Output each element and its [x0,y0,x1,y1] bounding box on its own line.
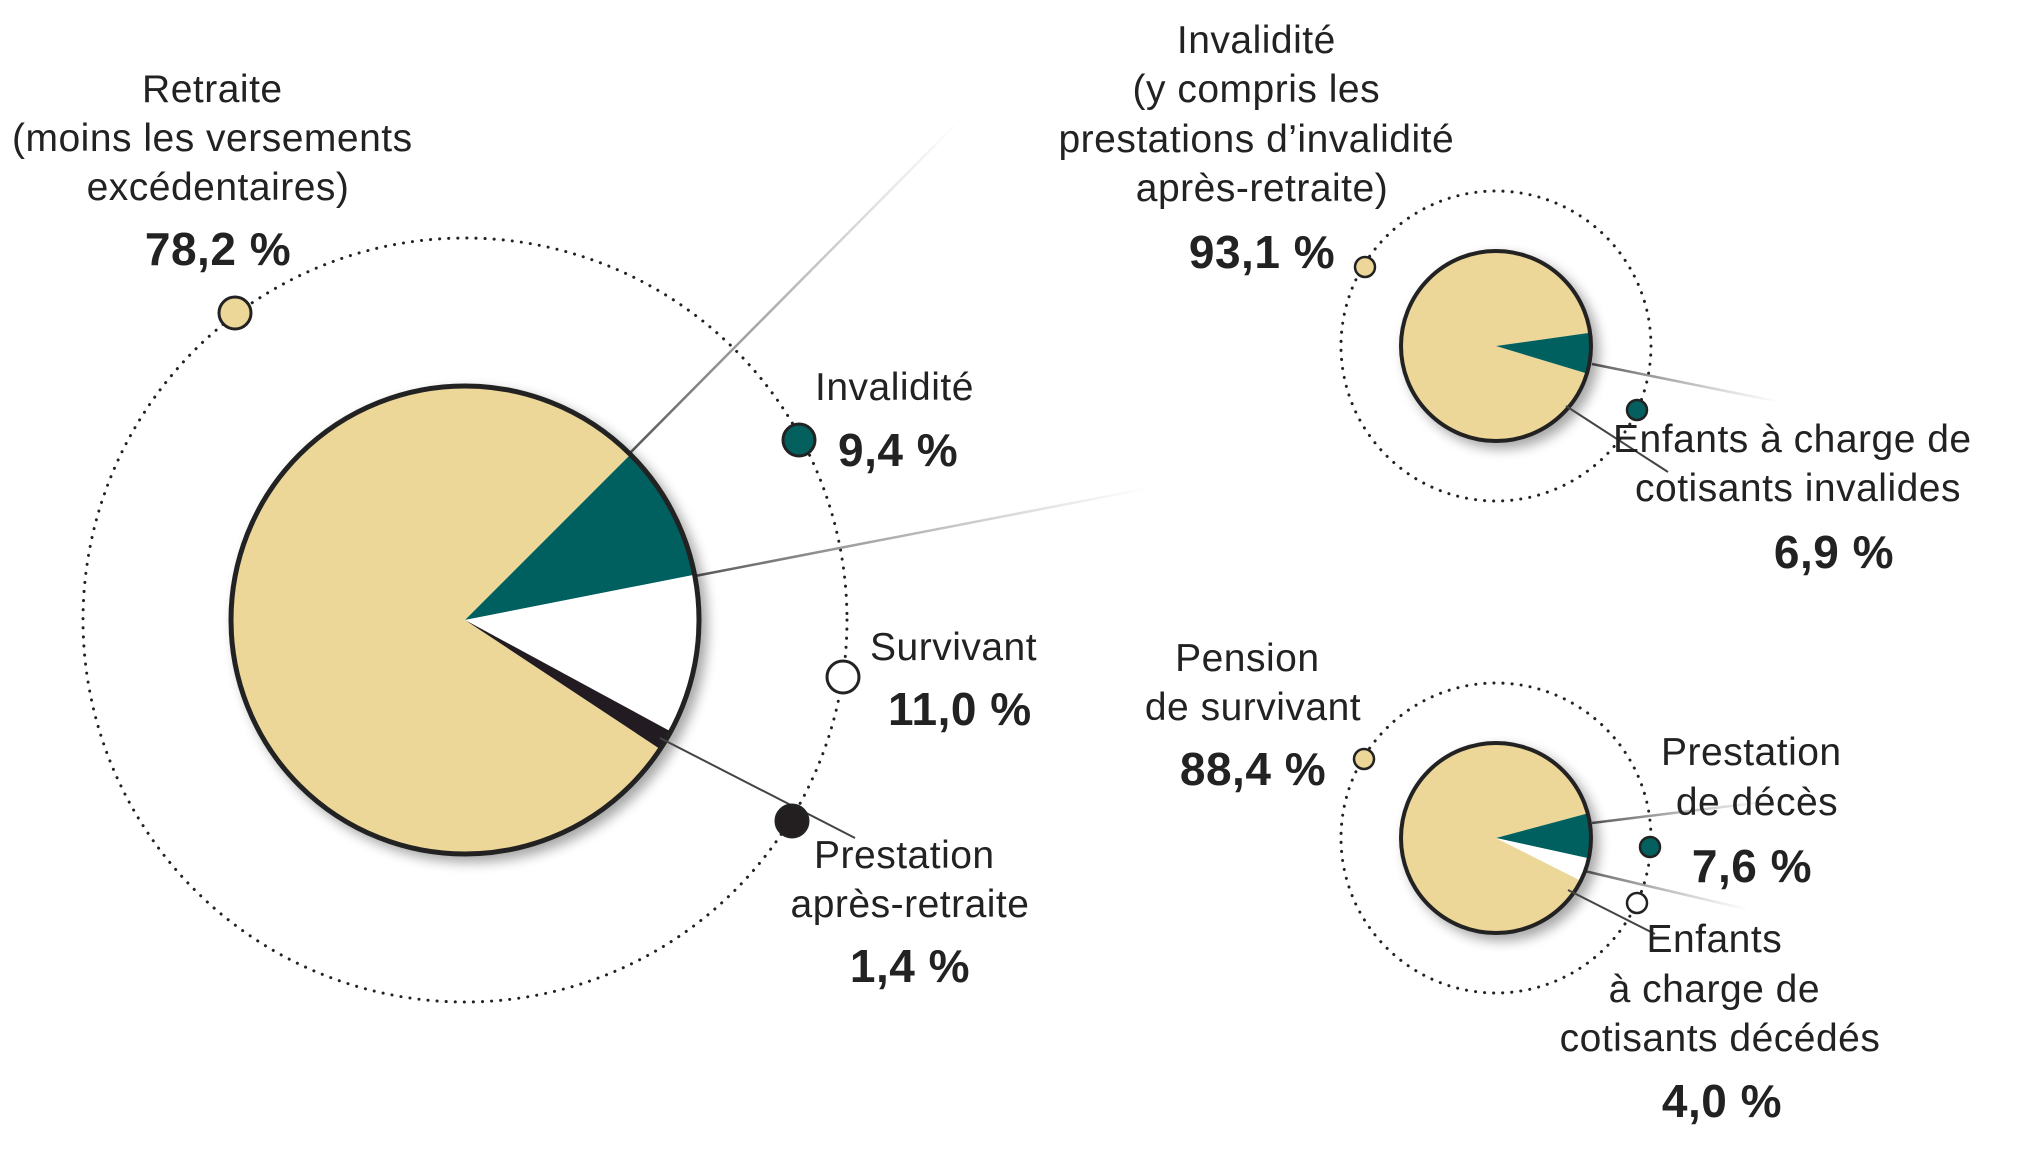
orbit-ring-1 [81,236,849,1004]
label-pension-survivant-line-1: Pension [1175,637,1319,680]
value-invalidite-total: 93,1 % [1189,226,1335,278]
pie-slice-pension-survivant [1400,743,1588,934]
label-enfants-decedes: Enfants à charge de cotisants décédés [1560,918,1881,1060]
pie-slice-survivant [465,574,700,732]
label-invalidite-total-line-2: (y compris les [1133,68,1381,111]
pointer-line-enfants-decedes-fade [1575,867,1751,912]
orbit-ring-2 [1339,189,1653,503]
label-retraite-line-3: excédentaires) [87,166,350,209]
pie-1-body [228,383,702,857]
marker-survivant [825,659,861,695]
pie-chart-3: Pension de survivant 88,4 % Prestation d… [1145,637,1880,1127]
pie-2-body [1399,249,1593,443]
value-apres-retraite: 1,4 % [850,940,970,992]
marker-pension-survivant [1352,747,1376,771]
marker-apres-retraite [774,803,810,839]
pointer-line-enfants-decedes [1567,889,1656,935]
pie-slice-prestation-deces [1496,813,1592,859]
pointer-line-invalidite-total [1591,362,1781,404]
pie-slice-invalidite [465,454,695,620]
pie-3-body [1399,741,1593,935]
marker-invalidite [781,422,817,458]
value-invalidite: 9,4 % [838,424,958,476]
pie-chart-2: Invalidité (y compris les prestations d’… [1058,19,1983,578]
label-enfants-decedes-line-2: à charge de [1609,968,1821,1011]
marker-enfants-decedes [1625,891,1649,915]
value-survivant: 11,0 % [888,683,1032,735]
label-enfants-decedes-line-1: Enfants [1646,918,1782,961]
label-enfants-invalides-line-2: cotisants invalides [1635,467,1961,510]
pie-slice-enfants-decedes [1496,838,1589,881]
value-enfants-invalides: 6,9 % [1774,526,1894,578]
label-apres-retraite-line-1: Prestation [814,834,995,877]
pointer-line-survivant [694,486,1151,578]
label-enfants-decedes-line-3: cotisants décédés [1560,1017,1881,1060]
marker-retraite [217,295,253,331]
label-retraite-line-2: (moins les versements [12,117,413,160]
label-enfants-invalides: Enfants à charge de cotisants invalides [1613,418,1983,510]
value-retraite: 78,2 % [145,223,291,275]
pie-slice-invalidite-total [1401,250,1591,441]
label-invalidite-total-line-1: Invalidité [1177,19,1336,62]
marker-enfants-invalides [1625,398,1649,422]
marker-prestation-deces [1638,835,1662,859]
label-invalidite-total-line-4: après-retraite) [1136,167,1388,210]
label-pension-survivant: Pension de survivant [1145,637,1361,729]
value-pension-survivant: 88,4 % [1180,743,1326,795]
label-prestation-deces: Prestation de décès [1661,731,1853,824]
label-pension-survivant-line-2: de survivant [1145,686,1361,729]
label-invalidite-total: Invalidité (y compris les prestations d’… [1058,19,1465,210]
pie-slice-retraite [230,386,661,855]
label-apres-retraite-line-2: après-retraite [791,883,1030,926]
pointer-line-apres-retraite [659,737,856,839]
pointer-line-enfants-invalides [1565,405,1669,473]
label-apres-retraite: Prestation après-retraite [791,834,1030,926]
pie-chart-1: Retraite (moins les versements excédenta… [12,68,1151,1004]
label-invalidite-total-line-3: prestations d’invalidité [1058,118,1454,161]
pointer-line-invalidite [627,119,961,456]
value-prestation-deces: 7,6 % [1692,840,1812,892]
marker-invalidite-total [1353,255,1377,279]
label-prestation-deces-line-1: Prestation [1661,731,1842,774]
label-survivant: Survivant [870,626,1037,669]
label-retraite-line-1: Retraite [142,68,283,111]
pie-slice-prestation-apres-retraite [465,620,671,750]
pointer-line-deces [1591,798,1781,825]
pie-slice-enfants-invalides [1496,332,1592,374]
value-enfants-decedes: 4,0 % [1662,1075,1782,1127]
label-retraite: Retraite (moins les versements excédenta… [12,68,424,209]
label-enfants-invalides-line-1: Enfants à charge de [1613,418,1972,461]
label-invalidite: Invalidité [815,366,974,409]
label-prestation-deces-line-2: de décès [1676,781,1838,824]
